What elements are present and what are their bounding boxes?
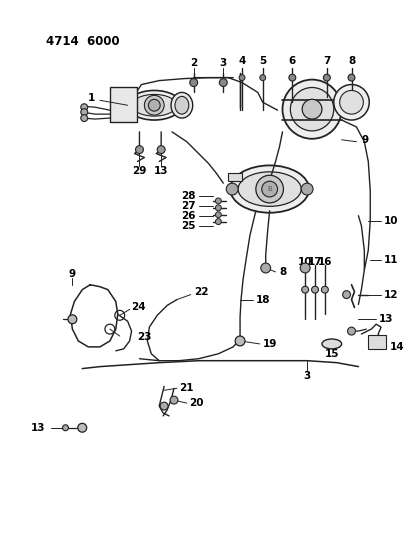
- Circle shape: [81, 109, 88, 116]
- Text: 6: 6: [289, 56, 296, 66]
- Circle shape: [348, 74, 355, 81]
- Text: 13: 13: [31, 423, 46, 433]
- Circle shape: [190, 78, 197, 86]
- Circle shape: [322, 286, 328, 293]
- Text: 17: 17: [308, 257, 322, 267]
- Circle shape: [290, 87, 334, 131]
- Circle shape: [215, 212, 221, 217]
- Circle shape: [262, 181, 277, 197]
- Text: 21: 21: [179, 383, 193, 393]
- Text: 8: 8: [348, 56, 355, 66]
- Circle shape: [312, 286, 319, 293]
- Text: 19: 19: [263, 339, 277, 349]
- Circle shape: [300, 263, 310, 273]
- Circle shape: [302, 286, 308, 293]
- Text: 4: 4: [238, 56, 246, 66]
- Circle shape: [68, 315, 77, 324]
- Text: 9: 9: [69, 269, 76, 279]
- Circle shape: [144, 95, 164, 115]
- Text: 9: 9: [361, 135, 368, 145]
- Circle shape: [226, 183, 238, 195]
- Circle shape: [282, 79, 341, 139]
- Circle shape: [215, 198, 221, 204]
- Text: 24: 24: [131, 302, 146, 312]
- Circle shape: [160, 402, 168, 410]
- Text: 2: 2: [190, 58, 197, 68]
- Circle shape: [157, 146, 165, 154]
- Text: B: B: [267, 186, 272, 192]
- Circle shape: [324, 74, 330, 81]
- Text: 29: 29: [132, 166, 146, 176]
- Circle shape: [348, 327, 355, 335]
- Circle shape: [215, 219, 221, 224]
- Text: 23: 23: [137, 332, 152, 342]
- Ellipse shape: [230, 165, 309, 213]
- Text: 13: 13: [154, 166, 169, 176]
- Circle shape: [78, 423, 87, 432]
- FancyBboxPatch shape: [228, 173, 242, 181]
- Circle shape: [170, 396, 178, 404]
- Text: 22: 22: [194, 287, 208, 297]
- Ellipse shape: [175, 96, 189, 114]
- Text: 20: 20: [189, 398, 203, 408]
- Circle shape: [239, 75, 245, 80]
- Circle shape: [334, 85, 369, 120]
- Circle shape: [81, 115, 88, 122]
- FancyBboxPatch shape: [368, 335, 386, 349]
- Circle shape: [261, 263, 271, 273]
- Text: 10: 10: [384, 216, 399, 225]
- Ellipse shape: [132, 94, 176, 116]
- Circle shape: [289, 74, 296, 81]
- Circle shape: [260, 75, 266, 80]
- Text: 3: 3: [304, 372, 311, 382]
- Text: 25: 25: [181, 221, 196, 231]
- Text: 14: 14: [390, 342, 405, 352]
- Ellipse shape: [127, 91, 182, 120]
- Circle shape: [135, 146, 143, 154]
- Circle shape: [343, 290, 350, 298]
- Text: 4714  6000: 4714 6000: [46, 35, 120, 48]
- Text: 8: 8: [279, 267, 287, 277]
- Circle shape: [81, 104, 88, 111]
- Ellipse shape: [171, 92, 193, 118]
- Text: 15: 15: [324, 349, 339, 359]
- Circle shape: [340, 91, 364, 114]
- Circle shape: [215, 205, 221, 211]
- Text: 13: 13: [379, 314, 394, 324]
- Circle shape: [301, 183, 313, 195]
- Text: 10: 10: [298, 257, 313, 267]
- FancyBboxPatch shape: [110, 87, 137, 122]
- Text: 11: 11: [384, 255, 399, 265]
- Ellipse shape: [238, 172, 301, 206]
- Text: 16: 16: [318, 257, 332, 267]
- Circle shape: [149, 99, 160, 111]
- Text: 18: 18: [256, 295, 271, 304]
- Circle shape: [302, 99, 322, 119]
- Circle shape: [62, 425, 69, 431]
- Text: 12: 12: [384, 289, 399, 300]
- Text: 26: 26: [181, 211, 196, 221]
- Circle shape: [235, 336, 245, 346]
- Circle shape: [220, 78, 227, 86]
- Circle shape: [256, 175, 284, 203]
- Text: 7: 7: [323, 56, 330, 66]
- Ellipse shape: [322, 339, 341, 349]
- Text: 5: 5: [259, 56, 266, 66]
- Text: 28: 28: [181, 191, 196, 201]
- Text: 1: 1: [88, 93, 95, 103]
- Text: 27: 27: [181, 201, 196, 211]
- Text: 3: 3: [220, 58, 227, 68]
